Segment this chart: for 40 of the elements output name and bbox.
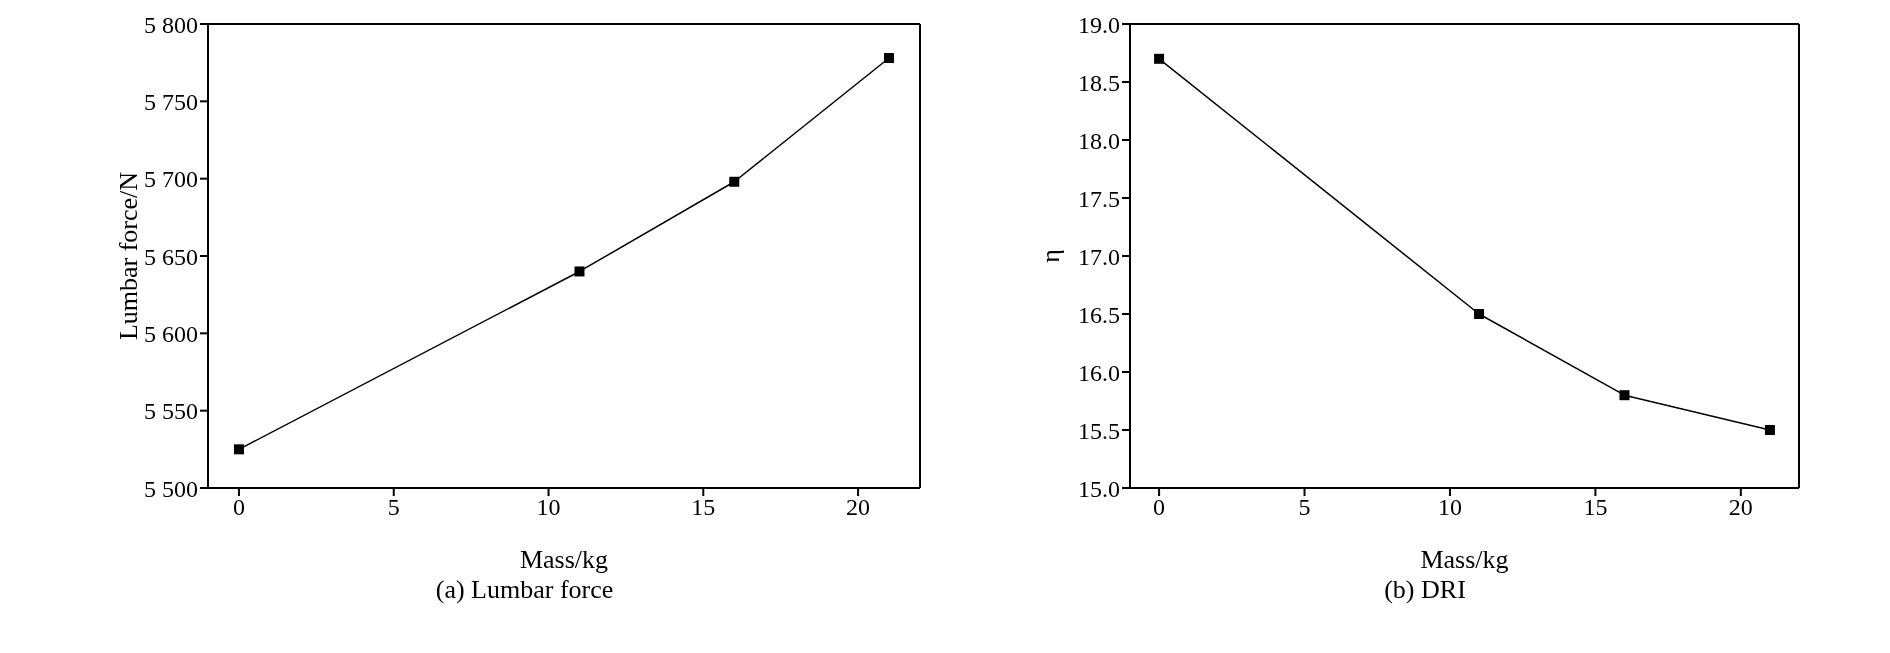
x-tick-label: 5 (387, 494, 400, 521)
x-tick-label: 20 (1728, 494, 1753, 521)
text: (a) Lumbar force (434, 575, 615, 605)
y-tick-label: 15.5 (1078, 417, 1120, 444)
y-tick-label: 5 750 (144, 88, 198, 115)
y-tick-label: 5 600 (144, 320, 198, 347)
point (233, 444, 244, 455)
y-tick-label: 19.0 (1078, 11, 1120, 38)
y-tick-label: 17.0 (1078, 243, 1120, 270)
y-tick-label: 5 700 (144, 166, 198, 193)
x-tick-label: 10 (1437, 494, 1462, 521)
x-tick-label: 0 (1153, 494, 1166, 521)
text: (b) DRI (1383, 575, 1467, 605)
y-tick-label: 16.0 (1078, 359, 1120, 386)
point (574, 266, 585, 277)
y-axis-title: Lumbar force/N (114, 171, 144, 341)
y-tick-label: 5 800 (144, 11, 198, 38)
y-tick-label: 5 550 (144, 398, 198, 425)
x-tick-label: 15 (691, 494, 716, 521)
y-tick-label: 5 500 (144, 475, 198, 502)
x-tick-label: 15 (1583, 494, 1608, 521)
y-tick-label: 18.5 (1078, 69, 1120, 96)
x-tick-label: 5 (1298, 494, 1311, 521)
x-axis-title: Mass/kg (519, 545, 609, 574)
point (1474, 309, 1485, 319)
y-tick-label: 15.0 (1078, 475, 1120, 502)
y-tick-label: 5 650 (144, 243, 198, 270)
x-tick-label: 0 (232, 494, 245, 521)
y-tick-label: 17.5 (1078, 185, 1120, 212)
point (1154, 53, 1165, 64)
y-tick-label: 16.5 (1078, 301, 1120, 328)
point (729, 176, 740, 187)
point (1619, 390, 1630, 401)
y-axis-title: η (1036, 249, 1066, 263)
point (1764, 425, 1775, 435)
y-tick-label: 18.0 (1078, 127, 1120, 154)
x-tick-label: 20 (846, 494, 871, 521)
x-tick-label: 10 (536, 494, 561, 521)
point (884, 53, 895, 64)
x-axis-title: Mass/kg (1420, 545, 1509, 574)
